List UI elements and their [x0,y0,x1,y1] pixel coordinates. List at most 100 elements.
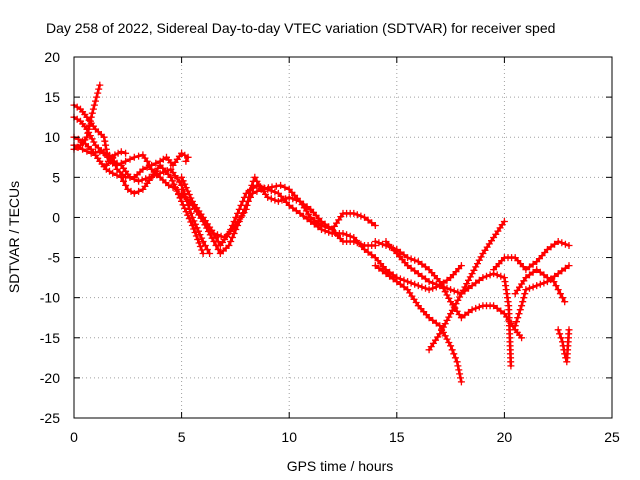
data-point-marker [411,280,419,288]
data-point-marker [565,326,573,334]
data-point-marker [289,195,297,203]
data-point-marker [425,278,433,286]
data-point-marker [547,243,555,251]
data-point-marker [368,219,376,227]
data-point-marker [117,148,125,156]
data-point-marker [196,231,204,239]
data-point-marker [407,279,415,287]
data-point-marker [194,236,202,243]
data-point-marker [165,181,173,189]
data-point-marker [400,276,408,284]
data-point-marker [522,266,530,274]
data-point-marker [282,195,290,203]
y-tick-label: -10 [40,290,60,306]
data-point-marker [516,306,524,314]
data-point-marker [543,246,551,253]
data-point-marker [246,189,254,197]
data-point-marker [212,242,220,249]
data-point-marker [253,187,261,195]
data-point-marker [96,81,104,89]
data-point-marker [451,354,459,362]
data-point-marker [457,378,465,386]
data-point-marker [422,284,429,292]
data-point-marker [210,230,218,237]
data-point-marker [533,266,541,274]
data-point-marker [94,89,102,97]
data-point-marker [195,239,203,247]
data-point-marker [557,334,565,342]
data-point-marker [228,234,236,241]
data-point-marker [565,262,573,270]
data-point-marker [565,242,573,249]
data-point-marker [142,175,150,183]
data-point-marker [448,346,456,354]
data-point-marker [556,290,564,298]
data-point-marker [126,155,134,163]
data-point-marker [529,260,537,268]
data-point-marker [122,149,130,157]
data-point-marker [443,284,451,292]
series-line [180,176,463,291]
data-point-marker [456,370,464,378]
data-point-marker [190,225,198,233]
data-point-marker [561,264,569,272]
data-point-marker [303,215,311,223]
data-point-marker [243,201,251,209]
data-point-marker [361,213,368,221]
data-point-marker [278,196,286,204]
data-point-marker [148,161,155,169]
data-point-marker [314,219,322,227]
data-point-marker [271,188,279,196]
data-point-marker [271,196,279,204]
data-point-marker [439,283,447,291]
data-point-marker [339,230,347,237]
data-point-marker [550,278,558,286]
data-point-marker [89,105,97,113]
data-point-marker [95,85,103,93]
data-point-marker [447,286,455,294]
series-layer [70,81,573,386]
data-point-marker [135,187,143,195]
x-tick-label: 20 [497,429,513,445]
y-tick-label: 20 [44,49,60,65]
data-point-marker [214,246,222,253]
data-point-marker [292,196,300,204]
data-point-marker [554,238,562,245]
series-sat-l [382,238,515,370]
data-point-marker [253,177,261,185]
data-point-marker [447,342,455,350]
data-point-marker [368,251,376,259]
data-point-marker [303,203,311,211]
data-point-marker [371,238,379,245]
x-tick-label: 5 [178,429,186,445]
data-point-marker [414,258,422,266]
data-point-marker [475,303,483,311]
data-point-marker [520,294,528,302]
data-point-marker [554,270,562,278]
data-point-marker [559,294,566,302]
data-point-marker [152,159,160,167]
y-tick-label: -20 [40,370,60,386]
data-point-marker [143,163,151,171]
data-point-marker [396,248,404,256]
data-point-marker [450,350,458,358]
data-point-marker [453,358,461,366]
data-point-marker [455,366,463,374]
data-point-marker [79,145,87,153]
data-point-marker [267,195,275,203]
data-point-marker [247,185,254,193]
data-point-marker [551,272,559,280]
data-point-marker [122,181,130,189]
y-tick-label: 0 [52,209,60,225]
data-point-marker [465,284,472,292]
data-point-marker [307,213,315,221]
data-point-marker [199,238,207,245]
data-point-marker [96,148,104,156]
data-point-marker [483,272,490,280]
series-sat-a [70,113,214,257]
data-point-marker [411,256,419,264]
data-point-marker [191,229,199,236]
series-sat-f [102,148,130,169]
data-point-marker [178,197,186,205]
data-point-marker [300,200,307,208]
